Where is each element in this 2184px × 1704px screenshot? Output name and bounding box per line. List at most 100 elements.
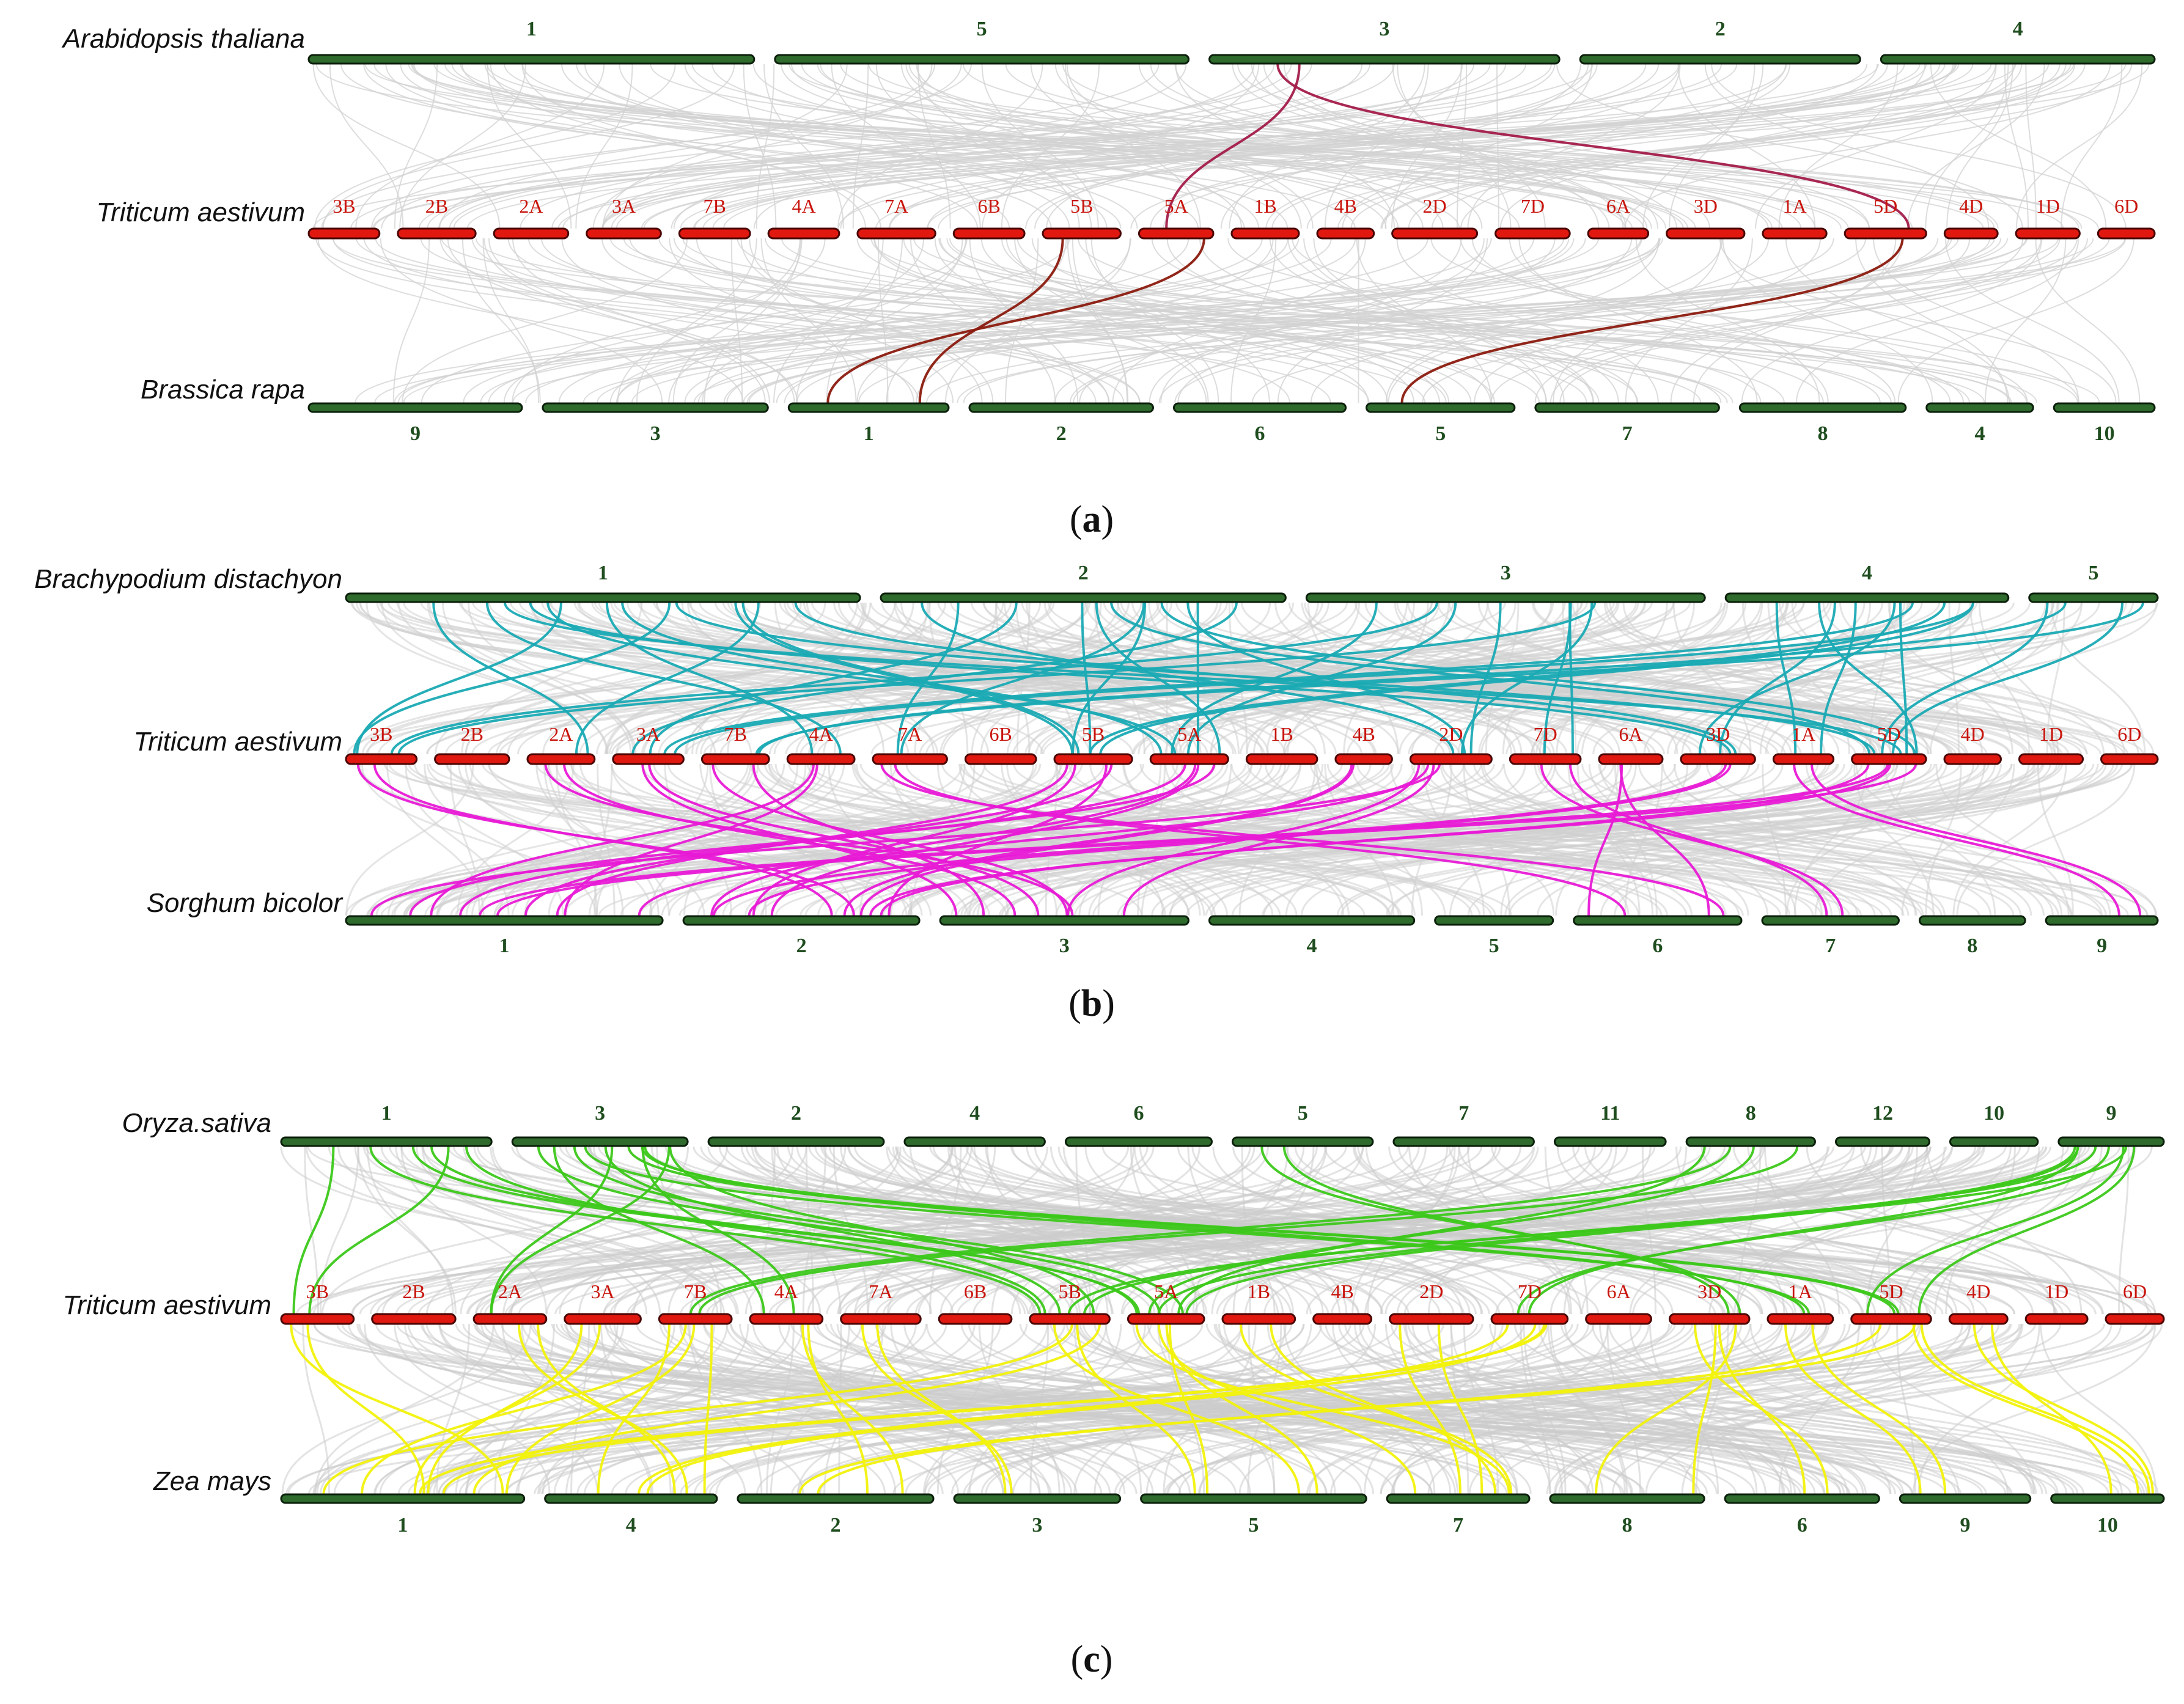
highlight-link bbox=[918, 238, 1064, 403]
chromosome-bar-middle bbox=[1509, 753, 1582, 765]
background-link bbox=[1271, 64, 1954, 229]
highlight-link bbox=[1775, 602, 1797, 755]
background-link bbox=[1523, 1323, 1567, 1494]
background-link bbox=[601, 238, 1110, 403]
background-link bbox=[1163, 1323, 1257, 1494]
background-link bbox=[488, 238, 795, 403]
chromosome-label-middle: 1B bbox=[1248, 1280, 1270, 1302]
chromosome-label-bottom: 7 bbox=[1622, 422, 1633, 445]
background-link bbox=[616, 238, 1428, 403]
background-link bbox=[889, 64, 1787, 229]
background-link bbox=[1576, 602, 1789, 755]
background-link bbox=[379, 602, 1957, 755]
highlight-link bbox=[409, 763, 1216, 916]
chromosome-label-middle: 6D bbox=[2117, 723, 2141, 745]
background-link bbox=[760, 238, 857, 403]
chromosome-bars bbox=[345, 592, 2159, 926]
chromosome-bar-top bbox=[774, 54, 1190, 65]
background-link bbox=[355, 238, 1663, 403]
chromosome-label-top: 6 bbox=[1133, 1102, 1144, 1125]
background-link bbox=[669, 238, 954, 403]
background-link bbox=[711, 64, 1520, 229]
chromosome-bar-middle bbox=[371, 1313, 457, 1325]
background-link bbox=[465, 602, 802, 755]
background-link bbox=[1884, 763, 1996, 916]
panel-a: 1 5 3 2 4 3B 2B 2A 3A 7B 4A 7A 6B 5B 5A 1B 4B 2D 7D 6A 3D 1A 5… bbox=[61, 18, 2156, 540]
chromosome-bar-bottom bbox=[787, 402, 950, 413]
highlight-link bbox=[1719, 602, 1836, 755]
highlight-link bbox=[631, 602, 1238, 755]
background-link bbox=[312, 64, 501, 229]
chromosome-bar-bottom bbox=[1208, 915, 1416, 926]
background-link bbox=[1581, 602, 1763, 755]
panel-label: (a) bbox=[1070, 499, 1114, 540]
chromosome-bar-bottom bbox=[1386, 1493, 1531, 1504]
chromosome-label-bottom: 1 bbox=[499, 935, 510, 957]
background-link bbox=[1301, 763, 1784, 916]
chromosome-label-middle: 7B bbox=[684, 1280, 707, 1302]
chromosome-bar-bottom bbox=[1366, 402, 1516, 413]
chromosome-bar-middle bbox=[1767, 1313, 1834, 1325]
highlight-link bbox=[1595, 1323, 1737, 1494]
background-link bbox=[475, 238, 1985, 403]
background-link bbox=[1778, 602, 2056, 755]
chromosome-bar-top bbox=[280, 1136, 493, 1147]
highlight-link bbox=[504, 602, 1902, 755]
chromosome-label-top: 5 bbox=[1298, 1102, 1308, 1125]
background-link bbox=[471, 238, 1141, 403]
background-link bbox=[903, 238, 1450, 403]
background-link bbox=[394, 64, 438, 229]
background-link bbox=[1380, 1323, 2163, 1494]
background-link bbox=[1330, 1323, 1783, 1494]
background-link bbox=[1525, 1146, 1829, 1315]
background-link bbox=[1855, 238, 2009, 403]
background-link bbox=[561, 64, 1138, 229]
chromosome-bar-top bbox=[880, 592, 1287, 603]
background-link bbox=[981, 64, 1260, 229]
highlight-link bbox=[748, 763, 1732, 916]
background-link bbox=[565, 1323, 1073, 1494]
background-link bbox=[1496, 64, 1499, 229]
chromosome-bar-middle bbox=[1850, 1313, 1932, 1325]
background-link bbox=[1930, 64, 2107, 229]
highlight-link bbox=[752, 763, 985, 916]
background-link bbox=[856, 238, 1131, 403]
background-link bbox=[1592, 602, 2155, 755]
chromosome-bar-middle bbox=[840, 1313, 922, 1325]
chromosome-label-top: 2 bbox=[1715, 18, 1726, 40]
background-link bbox=[1719, 238, 2117, 403]
chromosome-bar-middle bbox=[938, 1313, 1013, 1325]
background-link bbox=[520, 64, 1275, 229]
chromosome-label-middle: 7D bbox=[1521, 195, 1545, 217]
background-link bbox=[1641, 1146, 1656, 1315]
background-link bbox=[1122, 1146, 1977, 1315]
highlight-link bbox=[1540, 763, 1844, 916]
chromosome-label-middle: 2A bbox=[498, 1280, 522, 1302]
highlight-link bbox=[292, 1146, 335, 1315]
chromosome-bar-bottom bbox=[953, 1493, 1122, 1504]
highlight-link bbox=[1270, 1323, 1497, 1494]
background-link bbox=[373, 64, 2017, 229]
chromosome-bar-top bbox=[2028, 592, 2159, 603]
chromosome-bar-middle bbox=[767, 227, 840, 240]
chromosome-label-middle: 5B bbox=[1070, 195, 1093, 217]
chromosome-label-middle: 7B bbox=[724, 723, 747, 745]
background-link bbox=[980, 602, 1199, 755]
background-link bbox=[973, 1146, 1284, 1315]
background-link bbox=[1722, 238, 1933, 403]
background-link bbox=[1534, 763, 1833, 916]
background-link bbox=[764, 238, 1785, 403]
chromosome-bar-top bbox=[511, 1136, 689, 1147]
chromosome-bar-top bbox=[1392, 1136, 1535, 1147]
chromosome-bar-middle bbox=[493, 227, 570, 240]
chromosome-label-middle: 4A bbox=[774, 1280, 798, 1302]
chromosome-label-top: 3 bbox=[595, 1102, 605, 1125]
background-link bbox=[1210, 602, 1912, 755]
background-link bbox=[309, 1146, 1853, 1315]
chromosome-bar-bottom bbox=[1434, 915, 1554, 926]
chromosome-bar-middle bbox=[1490, 1313, 1569, 1325]
chromosome-label-middle: 7A bbox=[884, 195, 908, 217]
highlight-link bbox=[648, 763, 1040, 916]
background-link bbox=[1138, 602, 1566, 755]
chromosome-label-middle: 5B bbox=[1058, 1280, 1081, 1302]
